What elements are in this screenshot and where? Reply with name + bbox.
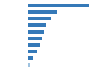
Bar bbox=[28, 63, 30, 67]
Bar bbox=[28, 10, 57, 14]
Bar bbox=[28, 37, 42, 40]
Bar bbox=[28, 30, 44, 34]
Bar bbox=[28, 23, 46, 27]
Bar bbox=[28, 17, 50, 20]
Bar bbox=[28, 43, 40, 47]
Bar bbox=[28, 56, 34, 60]
Bar bbox=[28, 50, 36, 53]
Bar bbox=[28, 4, 89, 7]
